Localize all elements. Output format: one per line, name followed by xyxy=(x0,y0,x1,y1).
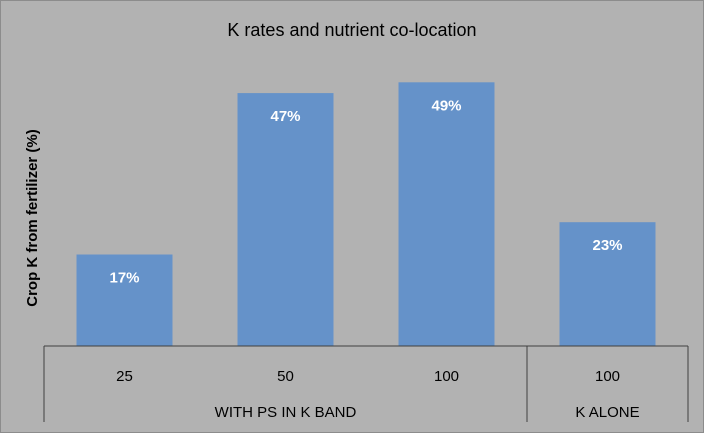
chart-title: K rates and nutrient co-location xyxy=(227,20,476,40)
category-tick-label: 100 xyxy=(595,368,620,385)
data-label: 47% xyxy=(270,108,300,125)
data-label: 23% xyxy=(592,237,622,254)
bars-group: 17% 47% 49% 23% xyxy=(76,82,656,347)
bar xyxy=(398,82,495,347)
category-tick-label: 50 xyxy=(277,368,294,385)
bar xyxy=(76,254,173,346)
bar xyxy=(559,222,656,346)
data-label: 49% xyxy=(431,97,461,114)
y-axis-label: Crop K from fertilizer (%) xyxy=(24,129,41,307)
group-label: K ALONE xyxy=(575,404,639,421)
data-label: 17% xyxy=(109,270,139,287)
category-tick-label: 100 xyxy=(434,368,459,385)
category-tick-label: 25 xyxy=(116,368,133,385)
bar xyxy=(237,93,334,346)
group-label: WITH PS IN K BAND xyxy=(215,404,357,421)
x-axis: 25 50 100 100 WITH PS IN K BAND K ALONE xyxy=(43,345,689,422)
